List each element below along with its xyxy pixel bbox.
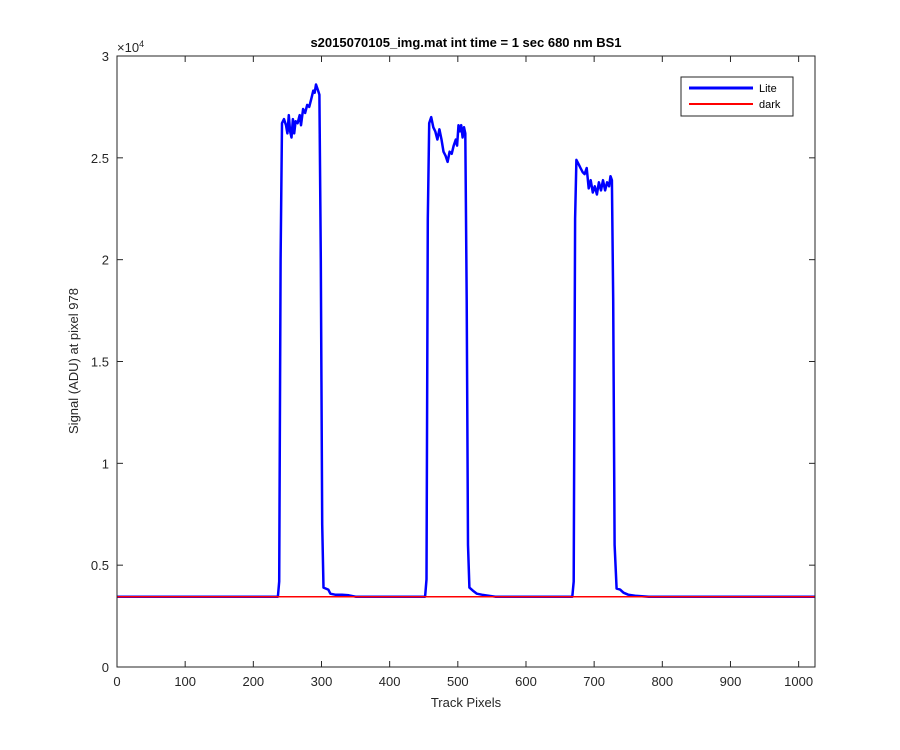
x-tick-label: 300: [311, 674, 333, 689]
legend: Lite dark: [680, 76, 794, 117]
legend-box: [680, 76, 794, 117]
y-exponent-power: 4: [139, 39, 144, 49]
x-tick-label: 800: [651, 674, 673, 689]
y-exponent-base: ×10: [117, 40, 139, 55]
x-axis-label: Track Pixels: [431, 695, 502, 710]
x-tick-label: 900: [720, 674, 742, 689]
y-tick-label: 2.5: [91, 151, 109, 166]
y-tick-label: 0.5: [91, 558, 109, 573]
y-tick-label: 3: [102, 49, 109, 64]
x-tick-label: 1000: [784, 674, 813, 689]
y-tick-label: 2: [102, 253, 109, 268]
y-tick-label: 1.5: [91, 355, 109, 370]
x-tick-label: 400: [379, 674, 401, 689]
y-tick-label: 1: [102, 456, 109, 471]
ticks-layer: 0 100 200 300 400 500 600 700 800 900 1000 0 0.5 1 1.5…: [91, 49, 815, 689]
chart-title: s2015070105_img.mat int time = 1 sec 680…: [310, 35, 621, 50]
x-tick-label: 600: [515, 674, 537, 689]
x-tick-label: 200: [242, 674, 264, 689]
x-tick-label: 700: [583, 674, 605, 689]
x-tick-label: 0: [113, 674, 120, 689]
y-axis-label: Signal (ADU) at pixel 978: [66, 288, 81, 434]
x-tick-label: 500: [447, 674, 469, 689]
x-tick-label: 100: [174, 674, 196, 689]
legend-label-dark: dark: [759, 99, 781, 111]
series-line-lite: [117, 83, 815, 598]
series-layer: [117, 83, 815, 598]
y-exponent-label: ×104: [117, 39, 144, 55]
legend-label-lite: Lite: [759, 83, 777, 95]
y-tick-label: 0: [102, 660, 109, 675]
